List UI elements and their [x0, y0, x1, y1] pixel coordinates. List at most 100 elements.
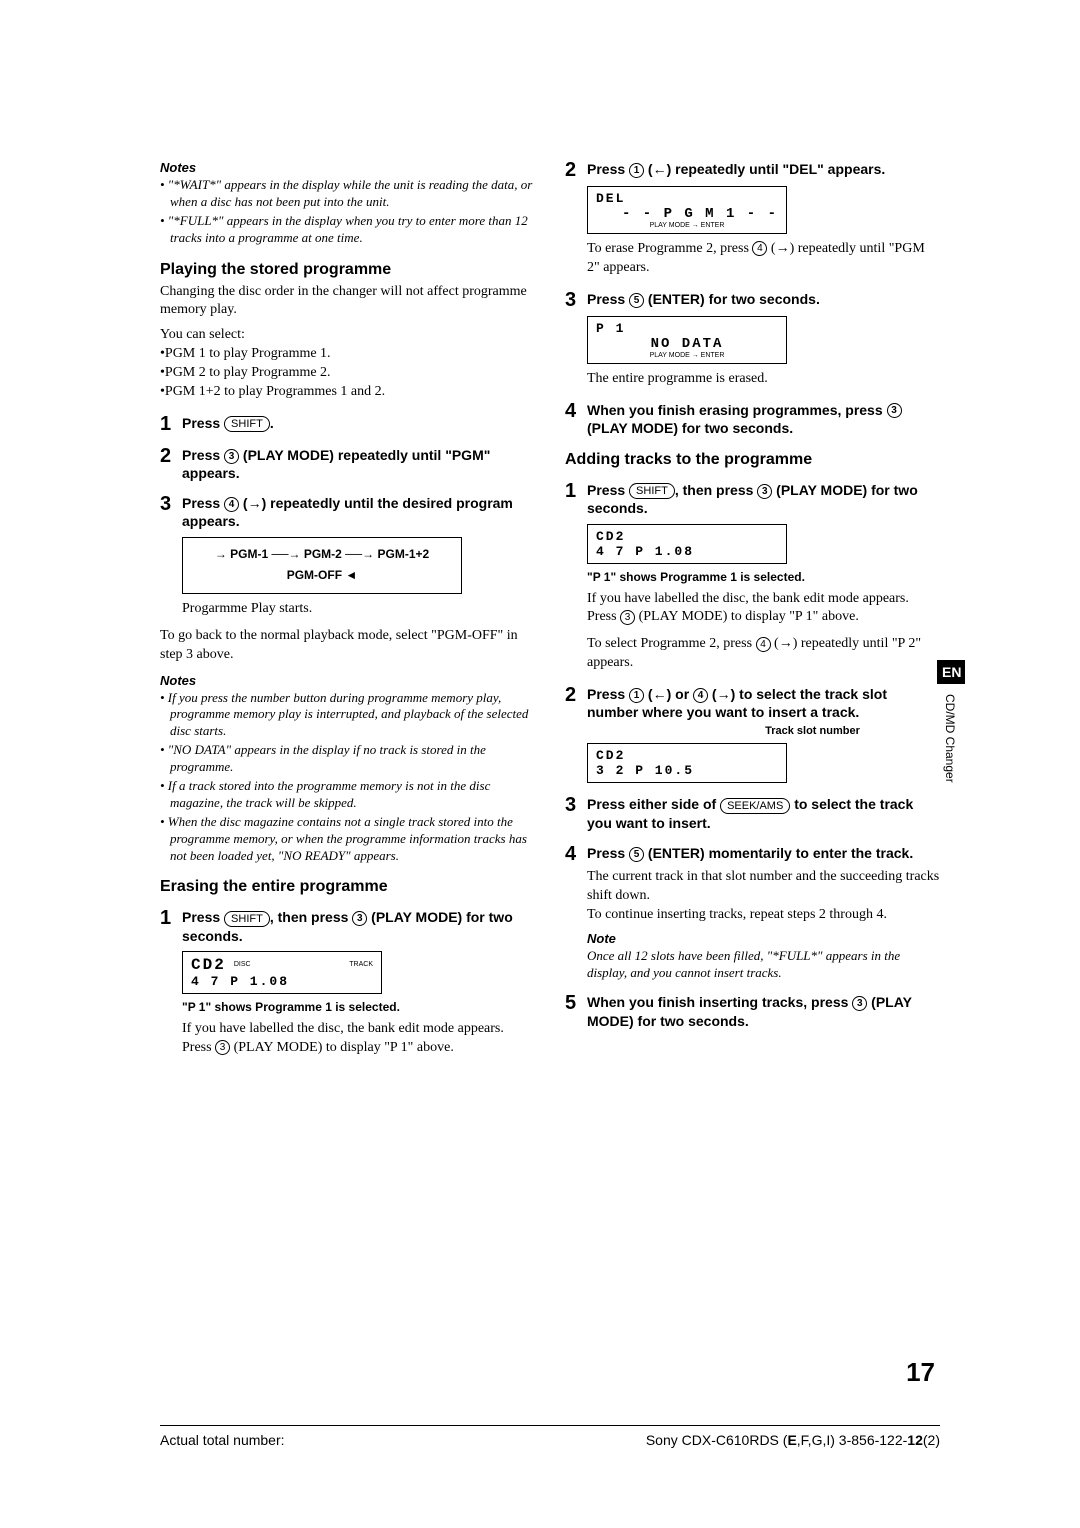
track-slot-label: Track slot number [685, 725, 940, 737]
step-text: Press 4 (→) repeatedly until the desired… [182, 494, 535, 530]
note-item: • "*WAIT*" appears in the display while … [160, 177, 535, 211]
list-item: •PGM 1 to play Programme 1. [160, 345, 535, 364]
lcd-main: 4 7 P 1.08 [191, 974, 373, 989]
step-text: Press SHIFT, then press 3 (PLAY MODE) fo… [182, 908, 535, 944]
list-item: •PGM 2 to play Programme 2. [160, 364, 535, 383]
step-number: 3 [565, 290, 587, 310]
button-3-icon: 3 [757, 484, 772, 499]
step-number: 1 [160, 414, 182, 434]
step-2: 2 Press 1 (←) or 4 (→) to select the tra… [565, 685, 940, 721]
shift-button-label: SHIFT [224, 911, 270, 927]
text: To select Programme 2, press [587, 636, 756, 651]
section-heading: Playing the stored programme [160, 261, 535, 279]
step-1: 1 Press SHIFT, then press 3 (PLAY MODE) … [565, 481, 940, 517]
body-text: To go back to the normal playback mode, … [160, 627, 535, 665]
step-number: 4 [565, 844, 587, 864]
lcd-sub: PLAY MODE → ENTER [596, 352, 778, 359]
step-1: 1 Press SHIFT, then press 3 (PLAY MODE) … [160, 908, 535, 944]
text: (PLAY MODE) for two seconds. [587, 420, 793, 436]
section-heading: Erasing the entire programme [160, 878, 535, 896]
text: (PLAY MODE) to display "P 1" above. [635, 609, 859, 624]
shift-button-label: SHIFT [224, 416, 270, 432]
text: Press [587, 686, 629, 702]
body-text: Changing the disc order in the changer w… [160, 283, 535, 321]
text: Press [182, 495, 224, 511]
text: Press [182, 909, 224, 925]
step-number: 2 [160, 446, 182, 466]
button-3-icon: 3 [887, 403, 902, 418]
note-item: • "NO DATA" appears in the display if no… [160, 742, 535, 776]
step-text: When you finish erasing programmes, pres… [587, 401, 940, 437]
text: (ENTER) momentarily to enter the track. [644, 845, 913, 861]
footer-right: Sony CDX-C610RDS (E,F,G,I) 3-856-122-12(… [646, 1432, 940, 1448]
text: , then press [675, 482, 757, 498]
side-tab: EN CD/MD Changer [937, 660, 965, 783]
button-3-icon: 3 [215, 1040, 230, 1055]
shift-button-label: SHIFT [629, 483, 675, 499]
section-label: CD/MD Changer [943, 694, 957, 783]
body-text: If you have labelled the disc, the bank … [182, 1020, 535, 1058]
text: (←) or [644, 686, 693, 702]
button-4-icon: 4 [752, 241, 767, 256]
step-number: 1 [160, 908, 182, 928]
step-1: 1 Press SHIFT. [160, 414, 535, 434]
notes-heading: Notes [160, 673, 535, 688]
note-item: • "*FULL*" appears in the display when y… [160, 213, 535, 247]
text: Press [587, 161, 629, 177]
text: (PLAY MODE) to display "P 1" above. [230, 1040, 454, 1055]
lcd-main: - - P G M 1 - - [596, 206, 778, 222]
body-text: The entire programme is erased. [587, 370, 940, 389]
text: . [270, 415, 274, 431]
button-1-icon: 1 [629, 688, 644, 703]
note-item: • If a track stored into the programme m… [160, 778, 535, 812]
lcd-text: P 1 [596, 321, 778, 336]
step-number: 3 [565, 795, 587, 815]
flow-line: → PGM-1 ──→ PGM-2 ──→ PGM-1+2 [191, 544, 453, 566]
lcd-label: TRACK [349, 961, 373, 968]
body-text: You can select: [160, 326, 535, 345]
button-4-icon: 4 [756, 637, 771, 652]
body-text: The current track in that slot number an… [587, 868, 940, 925]
text: Press either side of [587, 796, 720, 812]
button-3-icon: 3 [852, 996, 867, 1011]
body-text: To erase Programme 2, press 4 (→) repeat… [587, 240, 940, 278]
step-3: 3 Press 4 (→) repeatedly until the desir… [160, 494, 535, 530]
button-5-icon: 5 [629, 293, 644, 308]
button-4-icon: 4 [693, 688, 708, 703]
step-number: 4 [565, 401, 587, 421]
display-caption: "P 1" shows Programme 1 is selected. [587, 570, 940, 584]
flow-line: PGM-OFF ◄ [191, 565, 453, 587]
lcd-text: CD2 [596, 529, 778, 544]
button-3-icon: 3 [620, 610, 635, 625]
step-number: 2 [565, 160, 587, 180]
text: Press [587, 291, 629, 307]
step-text: Press 1 (←) or 4 (→) to select the track… [587, 685, 940, 721]
body-text: If you have labelled the disc, the bank … [587, 590, 940, 628]
seek-ams-button-label: SEEK/AMS [720, 798, 790, 814]
lcd-display: P 1 NO DATA PLAY MODE → ENTER [587, 316, 787, 364]
list-item: •PGM 1+2 to play Programmes 1 and 2. [160, 383, 535, 402]
button-3-icon: 3 [224, 449, 239, 464]
button-1-icon: 1 [629, 163, 644, 178]
button-3-icon: 3 [352, 911, 367, 926]
text: E [787, 1432, 796, 1448]
text: , then press [270, 909, 352, 925]
page-number: 17 [906, 1357, 935, 1388]
lcd-display: CD2 3 2 P 10.5 [587, 743, 787, 783]
text: Press [182, 415, 224, 431]
step-3: 3 Press 5 (ENTER) for two seconds. [565, 290, 940, 310]
right-column: 2 Press 1 (←) repeatedly until "DEL" app… [565, 160, 940, 1064]
text: Sony CDX-C610RDS ( [646, 1432, 788, 1448]
lcd-text: CD2 [596, 748, 778, 763]
lcd-display: DEL - - P G M 1 - - PLAY MODE → ENTER [587, 186, 787, 234]
text: (←) repeatedly until "DEL" appears. [644, 161, 885, 177]
step-2: 2 Press 1 (←) repeatedly until "DEL" app… [565, 160, 940, 180]
lcd-text: DEL [596, 191, 778, 206]
step-number: 1 [565, 481, 587, 501]
step-text: Press 1 (←) repeatedly until "DEL" appea… [587, 160, 940, 178]
step-3: 3 Press either side of SEEK/AMS to selec… [565, 795, 940, 831]
lcd-main: 3 2 P 10.5 [596, 763, 778, 778]
section-heading: Adding tracks to the programme [565, 451, 940, 469]
text: When you finish erasing programmes, pres… [587, 402, 887, 418]
body-text: Progarmme Play starts. [182, 600, 535, 619]
